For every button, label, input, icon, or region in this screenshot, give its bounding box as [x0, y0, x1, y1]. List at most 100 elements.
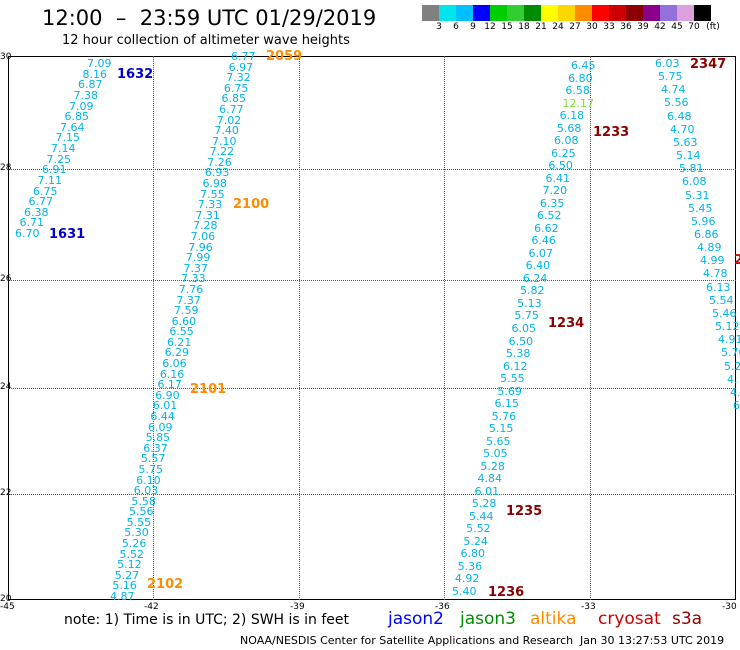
pass-time-label: 2347	[690, 57, 727, 72]
y-tick-label: 22	[0, 488, 12, 498]
scale-swatch	[456, 5, 473, 21]
scale-label: 70	[688, 22, 700, 32]
wave-height-value: 5.36	[457, 559, 483, 573]
wave-height-value: 6.25	[551, 146, 576, 160]
y-tick-label: 26	[0, 274, 12, 284]
scale-label: 45	[671, 22, 683, 32]
wave-height-value: 4.91	[718, 333, 740, 347]
wave-height-value: 6.55	[169, 325, 194, 339]
wave-height-value: 6.87	[78, 78, 103, 92]
wave-height-value: 6.37	[143, 441, 168, 455]
grid-line-longitude	[299, 56, 300, 600]
x-tick-label: -30	[722, 602, 737, 612]
scale-label: 42	[654, 22, 666, 32]
wave-height-value: 5.27	[114, 568, 140, 582]
wave-height-value: 4.87	[110, 590, 135, 603]
wave-height-value: 6.12	[503, 359, 528, 373]
scale-swatch	[660, 5, 677, 21]
scale-swatch	[609, 5, 626, 21]
wave-height-value: 6.62	[534, 221, 559, 235]
pass-time-label: 2101	[190, 382, 227, 397]
pass-time-label: 2059	[266, 49, 303, 64]
pass-time-label: 2	[734, 253, 740, 268]
pass-time-label: 1236	[488, 585, 525, 600]
wave-height-value: 6.06	[162, 357, 187, 371]
wave-height-value: 6.60	[171, 314, 197, 328]
wave-height-value: 7.37	[183, 261, 209, 275]
grid-line-latitude	[8, 494, 736, 495]
scale-swatch	[422, 5, 439, 21]
wave-height-value: 7.76	[178, 282, 204, 296]
wave-height-value: 6.77	[231, 50, 256, 63]
scale-swatch	[643, 5, 660, 21]
y-tick-label: 24	[0, 382, 12, 392]
wave-height-value: 5.65	[486, 434, 511, 448]
wave-height-value: 5.55	[500, 372, 525, 386]
grid-line-latitude	[8, 169, 736, 170]
wave-height-value: 6.85	[64, 110, 90, 124]
wave-height-value: 7.11	[37, 173, 63, 187]
scale-label: 15	[501, 22, 513, 32]
wave-height-value: 7.96	[188, 240, 213, 254]
grid-line-longitude	[590, 56, 591, 600]
pass-time-label: 1233	[593, 125, 630, 140]
scale-label: 18	[518, 22, 530, 32]
scale-label: 39	[637, 22, 649, 32]
wave-height-value: 6.13	[706, 280, 731, 294]
wave-height-value: 6.50	[548, 159, 573, 173]
grid-line-latitude	[8, 280, 736, 281]
wave-height-value: 6.70	[15, 227, 40, 240]
wave-height-value: 5.69	[497, 384, 522, 398]
wave-height-value: 4.74	[661, 83, 686, 97]
scale-label: 27	[569, 22, 581, 32]
pass-time-label: 2100	[233, 197, 270, 212]
wave-height-value: 6.21	[166, 335, 192, 349]
wave-height-value: 6.75	[223, 81, 249, 95]
color-scale	[422, 5, 711, 21]
wave-height-value: 6.50	[508, 334, 534, 348]
scale-swatch	[524, 5, 541, 21]
wave-height-value: 7.40	[214, 124, 239, 138]
map-title: 12:00 – 23:59 UTC 01/29/2019	[42, 6, 377, 30]
wave-height-value: 12.17	[562, 96, 595, 110]
wave-height-value: 6.90	[155, 388, 180, 402]
scale-swatch	[541, 5, 558, 21]
scale-swatch	[626, 5, 643, 21]
wave-height-value: 7.26	[207, 155, 232, 169]
wave-height-value: 5.55	[126, 515, 152, 529]
wave-height-value: 6.01	[152, 399, 178, 413]
x-tick-label: -33	[581, 602, 596, 612]
wave-height-value: 5.58	[131, 494, 156, 508]
wave-height-value: 5.63	[673, 135, 698, 149]
wave-height-value: 4.89	[697, 241, 722, 255]
wave-height-value: 5.56	[664, 96, 689, 110]
pass-time-label: 1234	[548, 316, 585, 331]
wave-height-value: 6.48	[667, 109, 692, 123]
wave-height-value: 7.55	[200, 187, 225, 201]
wave-height-value: 5.14	[676, 149, 701, 163]
wave-height-value: 6.05	[511, 322, 537, 335]
wave-height-value: 5.38	[505, 347, 531, 361]
wave-height-value: 7.28	[193, 219, 218, 233]
legend-jason3: jason3	[460, 609, 516, 629]
wave-height-value: 5.96	[691, 214, 716, 228]
wave-height-value: 5.12	[117, 558, 142, 572]
wave-height-value: 6.80	[460, 547, 486, 561]
wave-height-value: 5.05	[483, 447, 508, 461]
wave-height-value: 5.70	[721, 346, 740, 360]
wave-height-value: 6.29	[164, 346, 190, 360]
scale-label: 30	[586, 22, 598, 32]
wave-height-value: 5.13	[517, 296, 542, 310]
wave-height-value: 6.46	[531, 234, 556, 248]
footer-note: note: 1) Time is in UTC; 2) SWH is in fe…	[64, 612, 350, 628]
wave-height-value: 7.10	[212, 134, 237, 148]
wave-height-value: 6.38	[24, 205, 49, 219]
wave-height-value: 6.18	[559, 109, 585, 123]
scale-swatch	[575, 5, 592, 21]
wave-height-value: 5.75	[138, 462, 163, 476]
wave-height-value: 5.28	[480, 459, 505, 473]
pass-time-label: 2102	[147, 577, 184, 592]
wave-height-value: 4.78	[703, 267, 728, 281]
scale-swatch	[507, 5, 524, 21]
wave-height-value: 7.15	[55, 131, 81, 145]
